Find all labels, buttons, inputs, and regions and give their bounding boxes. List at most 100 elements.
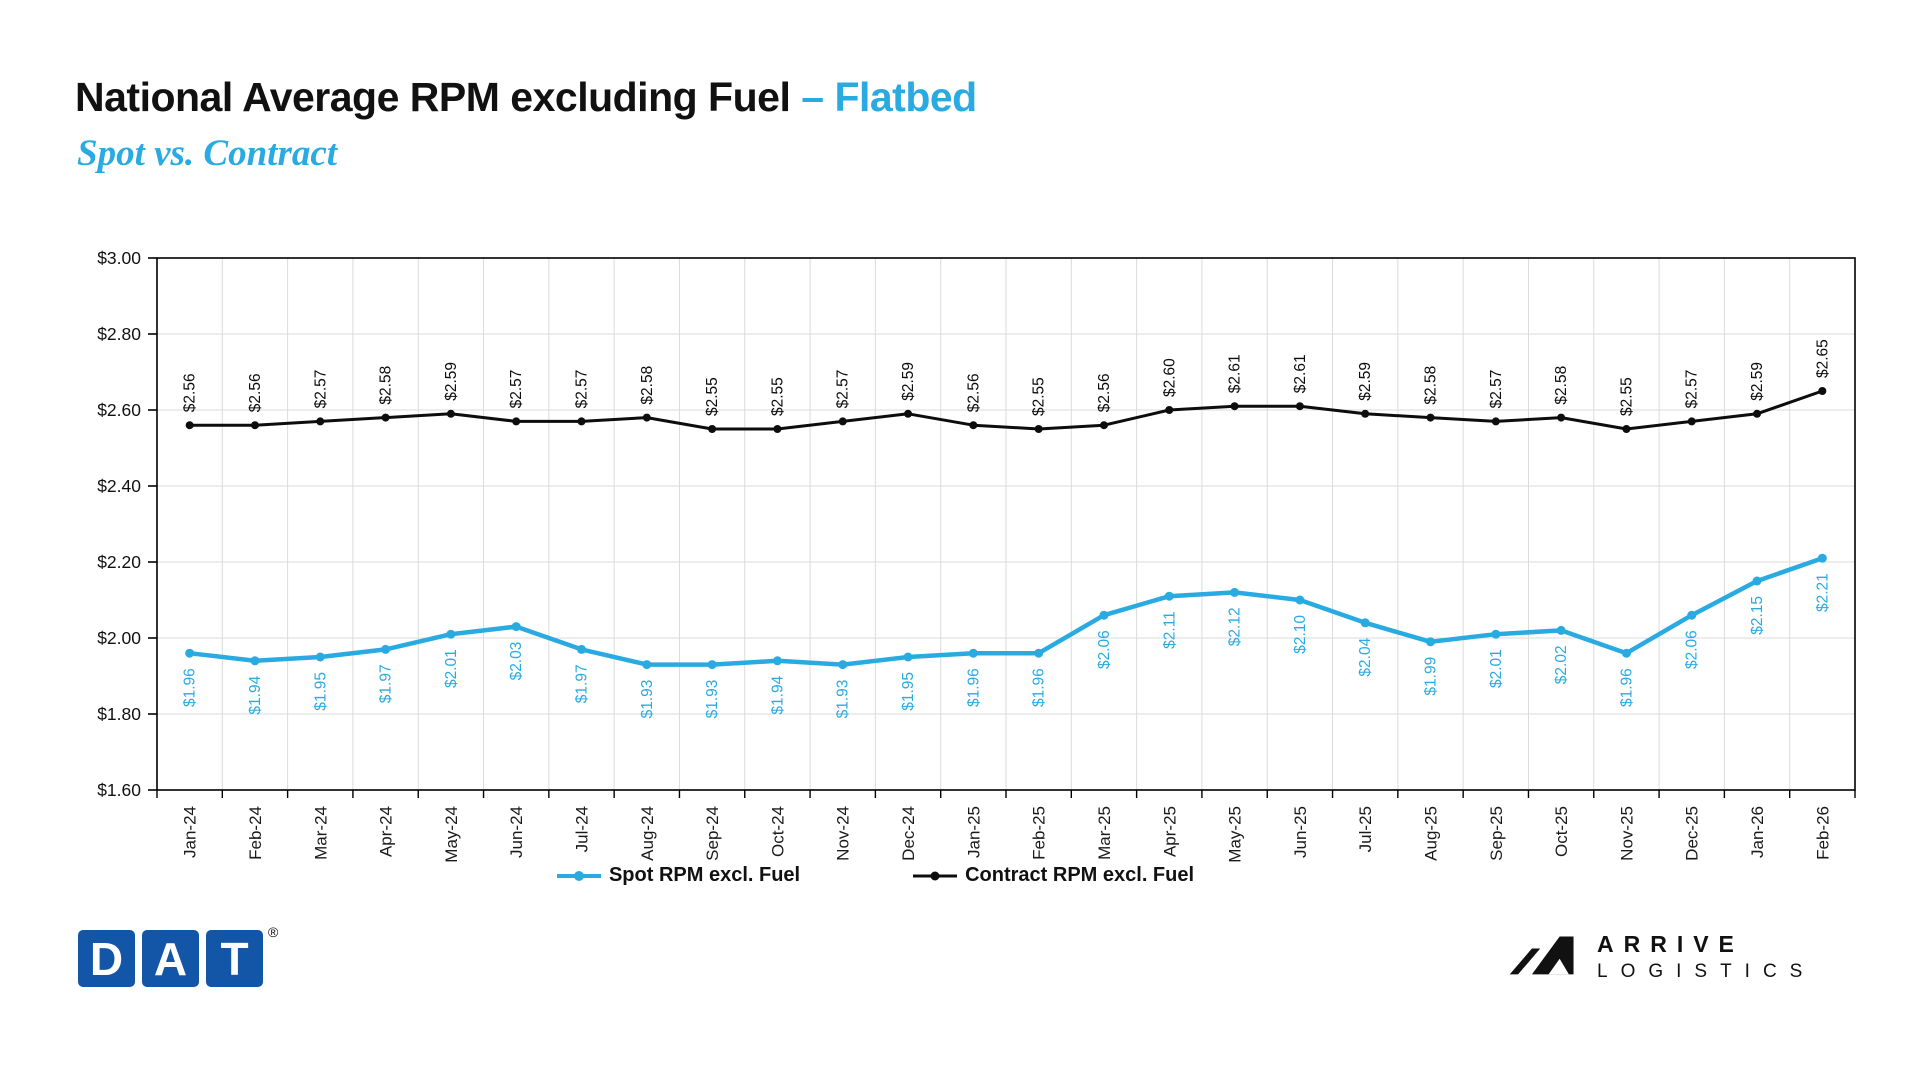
contract-line (189, 389, 1823, 431)
data-point (1426, 413, 1435, 422)
data-label: $1.96 (1031, 668, 1048, 707)
x-axis: Jan-24 Feb-24 Mar-24 Apr-24 May-24 Jun-24 Jul-… (156, 790, 1856, 863)
x-tick-label: Nov-25 (1617, 806, 1636, 861)
data-point (1556, 625, 1566, 635)
data-point (1557, 413, 1566, 422)
x-tick-label: Jun-25 (1291, 806, 1310, 858)
x-tick-label: May-25 (1226, 806, 1245, 863)
y-tick-label: $1.80 (97, 704, 141, 724)
arrive-a-mark-icon (1509, 936, 1574, 975)
data-label: $2.11 (1161, 611, 1178, 649)
arrive-logistics-logo: ARRIVE LOGISTICS (1506, 933, 1815, 981)
data-point (1360, 618, 1370, 628)
data-point (1752, 576, 1762, 586)
spot-series: $1.96 $1.94 $1.95 $1.97 $2.01 $2.03 $1.97 $1.93… (182, 553, 1831, 719)
data-point (250, 656, 260, 666)
x-tick-label: Jan-26 (1748, 806, 1767, 858)
data-point (1361, 409, 1370, 418)
data-label: $2.55 (1618, 377, 1635, 416)
page-title-main: National Average RPM excluding Fuel (75, 74, 791, 120)
x-tick-label: Apr-24 (377, 806, 396, 857)
x-tick-label: Dec-25 (1683, 806, 1702, 861)
data-label: $2.59 (900, 362, 917, 401)
data-point (1426, 637, 1435, 647)
data-point (903, 652, 913, 662)
data-label: $2.57 (1488, 370, 1505, 409)
gridlines (157, 258, 1855, 790)
data-label: $2.56 (182, 373, 199, 412)
spot-line (189, 556, 1824, 667)
data-point (1230, 587, 1240, 597)
data-label: $1.93 (704, 680, 721, 719)
x-tick-label: Sep-24 (703, 806, 722, 861)
data-point (381, 413, 390, 422)
data-label: $2.55 (704, 377, 721, 416)
data-point (511, 622, 521, 632)
contract-series: $2.56 $2.56 $2.57 $2.58 $2.59 $2.57 $2.57 $2.58… (182, 339, 1831, 433)
x-tick-label: Oct-25 (1552, 806, 1571, 857)
data-label: $1.97 (574, 664, 591, 703)
data-label: $2.61 (1227, 354, 1244, 393)
page-title-accent: – Flatbed (801, 74, 977, 120)
page-subtitle: Spot vs. Contract (77, 133, 338, 174)
arrive-wordmark-line1: ARRIVE (1597, 931, 1744, 957)
data-point (1621, 648, 1631, 658)
x-tick-label: Oct-24 (768, 806, 787, 857)
data-label: $2.60 (1161, 358, 1178, 397)
x-tick-label: Apr-25 (1160, 806, 1179, 857)
data-label: $2.04 (1357, 637, 1374, 676)
y-tick-label: $2.60 (97, 400, 141, 420)
data-label: $1.93 (639, 680, 656, 719)
dat-logo-letter-d: D (78, 930, 135, 987)
data-point (446, 409, 455, 418)
y-tick-label: $2.00 (97, 628, 141, 648)
data-point (904, 409, 913, 418)
data-label: $1.96 (1618, 668, 1635, 707)
data-label: $1.96 (965, 668, 982, 707)
legend-label-spot: Spot RPM excl. Fuel (608, 864, 801, 886)
y-axis: $1.60 $1.80 $2.00 $2.20 $2.40 $2.60 $2.80 $3.00 (97, 248, 157, 800)
data-label: $2.58 (378, 366, 395, 405)
y-tick-label: $3.00 (97, 248, 141, 268)
data-point (512, 417, 521, 426)
y-tick-label: $2.80 (97, 324, 141, 344)
data-point (381, 644, 391, 654)
data-point (1099, 421, 1108, 430)
data-point (968, 648, 978, 658)
data-point (642, 413, 651, 422)
data-label: $1.94 (247, 675, 264, 714)
data-label: $2.58 (639, 366, 656, 405)
data-label: $2.10 (1292, 615, 1309, 654)
data-point (1230, 402, 1239, 411)
data-point (642, 660, 652, 670)
data-point (838, 417, 847, 426)
x-tick-label: Sep-25 (1487, 806, 1506, 861)
data-label: $2.59 (443, 362, 460, 401)
data-point (1687, 610, 1697, 620)
y-tick-label: $2.20 (97, 552, 141, 572)
x-tick-label: Jan-24 (181, 806, 200, 858)
data-point (577, 644, 586, 654)
arrive-wordmark: ARRIVE LOGISTICS (1597, 931, 1815, 982)
legend-label-contract: Contract RPM excl. Fuel (965, 864, 1195, 886)
data-point (772, 656, 782, 666)
data-label: $2.06 (1096, 630, 1113, 669)
x-tick-label: Jun-24 (507, 806, 526, 858)
dat-logo: D A T ® (78, 924, 278, 987)
x-tick-label: Nov-24 (834, 806, 853, 861)
x-tick-label: Mar-24 (311, 806, 330, 860)
data-point (185, 648, 195, 658)
x-tick-label: Jan-25 (964, 806, 983, 858)
data-point (1753, 409, 1762, 418)
data-label: $2.55 (1031, 377, 1048, 416)
data-label: $2.01 (1488, 649, 1505, 688)
spot-line-marker-icon (556, 870, 601, 881)
data-label: $2.12 (1227, 607, 1244, 646)
x-tick-label: May-24 (442, 806, 461, 863)
data-label: $2.58 (1553, 366, 1570, 405)
data-point (1164, 591, 1174, 601)
data-point (1099, 610, 1109, 620)
x-tick-label: Jul-25 (1356, 806, 1375, 852)
